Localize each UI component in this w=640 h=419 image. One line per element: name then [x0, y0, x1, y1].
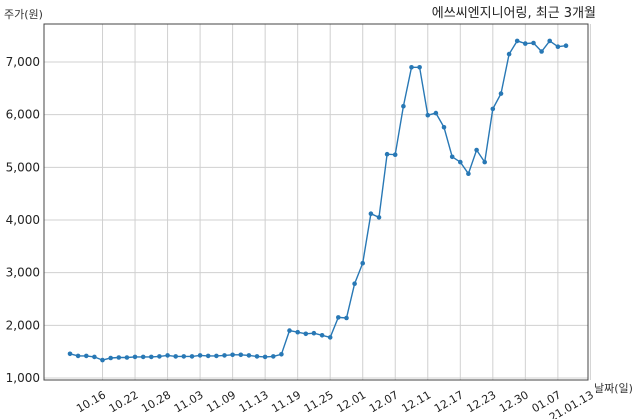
y-tick-label: 6,000: [6, 108, 40, 122]
x-axis: 10.1610.2210.2811.0311.0911.1311.1911.25…: [74, 388, 596, 419]
y-tick-label: 2,000: [6, 318, 40, 332]
data-point: [425, 112, 431, 118]
x-tick-label: 10.28: [139, 388, 173, 415]
data-point: [214, 353, 219, 359]
data-point: [490, 106, 496, 112]
data-point: [140, 354, 146, 360]
x-tick-label: 10.22: [107, 388, 141, 415]
data-point: [523, 41, 528, 46]
data-point: [197, 353, 203, 358]
data-point: [132, 354, 138, 360]
data-point: [498, 91, 504, 96]
y-axis-label: 주가(원): [4, 8, 43, 21]
data-point: [384, 151, 390, 157]
data-point: [311, 330, 317, 336]
data-point: [287, 328, 292, 333]
y-axis: 1,000 2,000 3,000 4,000 5,000 6,000 7,000: [6, 55, 40, 385]
x-tick-label: 11.09: [204, 388, 238, 415]
data-point: [547, 38, 552, 44]
data-point: [376, 215, 382, 220]
data-point: [368, 211, 374, 216]
data-point: [230, 352, 235, 358]
x-tick-label: 11.13: [237, 388, 271, 415]
data-point: [514, 38, 520, 44]
data-point: [303, 331, 309, 337]
data-point: [181, 354, 187, 359]
data-point: [458, 159, 463, 165]
gridlines: [44, 24, 591, 380]
data-point: [149, 354, 154, 360]
data-point: [360, 260, 366, 266]
data-point: [295, 329, 301, 335]
data-point: [246, 353, 252, 358]
data-point: [92, 354, 97, 360]
data-point: [157, 354, 162, 359]
data-point: [238, 352, 244, 358]
data-point: [466, 171, 471, 176]
data-point: [84, 353, 89, 359]
data-point: [344, 315, 349, 321]
chart-title: 에쓰씨엔지니어링, 최근 3개월: [432, 6, 596, 21]
x-tick-label: 12.23: [465, 388, 499, 415]
data-point: [327, 335, 333, 340]
y-tick-label: 4,000: [6, 213, 40, 227]
data-point: [531, 40, 536, 46]
data-point: [108, 355, 113, 361]
data-point: [352, 281, 357, 287]
x-axis-label: 날짜(일): [594, 381, 633, 395]
data-point: [189, 354, 195, 359]
y-tick-label: 1,000: [6, 371, 40, 385]
y-tick-label: 5,000: [6, 160, 40, 174]
data-point: [100, 357, 105, 363]
x-tick-label: 11.25: [302, 388, 336, 415]
data-point: [222, 353, 227, 358]
data-point: [116, 355, 122, 360]
data-point: [271, 354, 276, 359]
x-tick-label: 10.16: [74, 388, 108, 415]
x-tick-label: 12.30: [497, 388, 531, 415]
data-point: [262, 354, 268, 360]
data-point: [409, 65, 414, 70]
data-point: [482, 159, 488, 165]
data-point: [279, 352, 284, 357]
x-tick-label: 12.17: [432, 388, 466, 415]
data-point: [205, 353, 211, 359]
data-point: [165, 353, 170, 358]
data-point: [173, 354, 178, 359]
data-point: [336, 315, 341, 320]
data-point: [555, 44, 561, 49]
x-tick-label: 12.11: [399, 388, 433, 415]
data-point: [433, 110, 439, 116]
data-point: [417, 65, 422, 70]
data-point: [67, 351, 73, 357]
data-point: [506, 51, 512, 57]
data-point: [449, 154, 455, 160]
price-series: [67, 38, 569, 363]
data-point: [124, 355, 130, 360]
data-point: [392, 152, 398, 157]
data-point: [441, 125, 447, 130]
y-tick-label: 7,000: [6, 55, 40, 69]
x-tick-label: 11.03: [172, 388, 206, 415]
x-tick-label: 12.07: [367, 388, 401, 415]
data-point: [319, 333, 325, 338]
plot-frame: [43, 23, 589, 381]
x-tick-label: 12.01: [334, 388, 368, 415]
data-point: [539, 49, 544, 54]
y-tick-label: 3,000: [6, 266, 40, 280]
data-point: [254, 354, 260, 359]
data-point: [474, 147, 479, 153]
data-point: [401, 103, 406, 109]
data-point: [563, 43, 569, 48]
data-point: [75, 353, 81, 359]
series-line: [69, 39, 567, 361]
x-tick-label: 11.19: [269, 388, 303, 415]
